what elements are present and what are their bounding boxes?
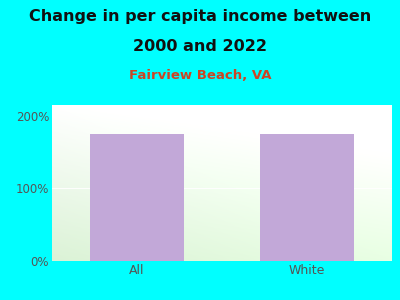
Bar bbox=[260, 134, 354, 261]
Text: Fairview Beach, VA: Fairview Beach, VA bbox=[129, 69, 271, 82]
Text: 2000 and 2022: 2000 and 2022 bbox=[133, 39, 267, 54]
Text: Change in per capita income between: Change in per capita income between bbox=[29, 9, 371, 24]
Bar bbox=[90, 134, 184, 261]
